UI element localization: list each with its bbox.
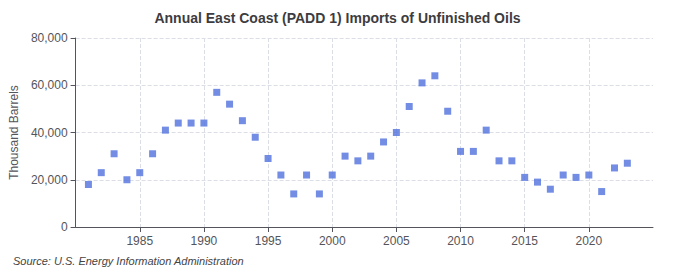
- svg-text:0: 0: [61, 220, 68, 234]
- svg-text:2010: 2010: [447, 234, 474, 248]
- svg-text:2000: 2000: [319, 234, 346, 248]
- svg-text:1985: 1985: [126, 234, 153, 248]
- svg-text:2015: 2015: [511, 234, 538, 248]
- svg-text:20,000: 20,000: [31, 173, 68, 187]
- svg-text:1995: 1995: [255, 234, 282, 248]
- svg-text:80,000: 80,000: [31, 31, 68, 45]
- svg-text:2005: 2005: [383, 234, 410, 248]
- svg-text:1990: 1990: [191, 234, 218, 248]
- svg-text:Annual East Coast (PADD 1) Imp: Annual East Coast (PADD 1) Imports of Un…: [154, 10, 520, 26]
- svg-text:60,000: 60,000: [31, 78, 68, 92]
- svg-text:Source: U.S. Energy Informatio: Source: U.S. Energy Information Administ…: [13, 255, 244, 267]
- svg-text:2020: 2020: [575, 234, 602, 248]
- svg-text:Thousand Barrels: Thousand Barrels: [7, 85, 21, 180]
- svg-text:40,000: 40,000: [31, 126, 68, 140]
